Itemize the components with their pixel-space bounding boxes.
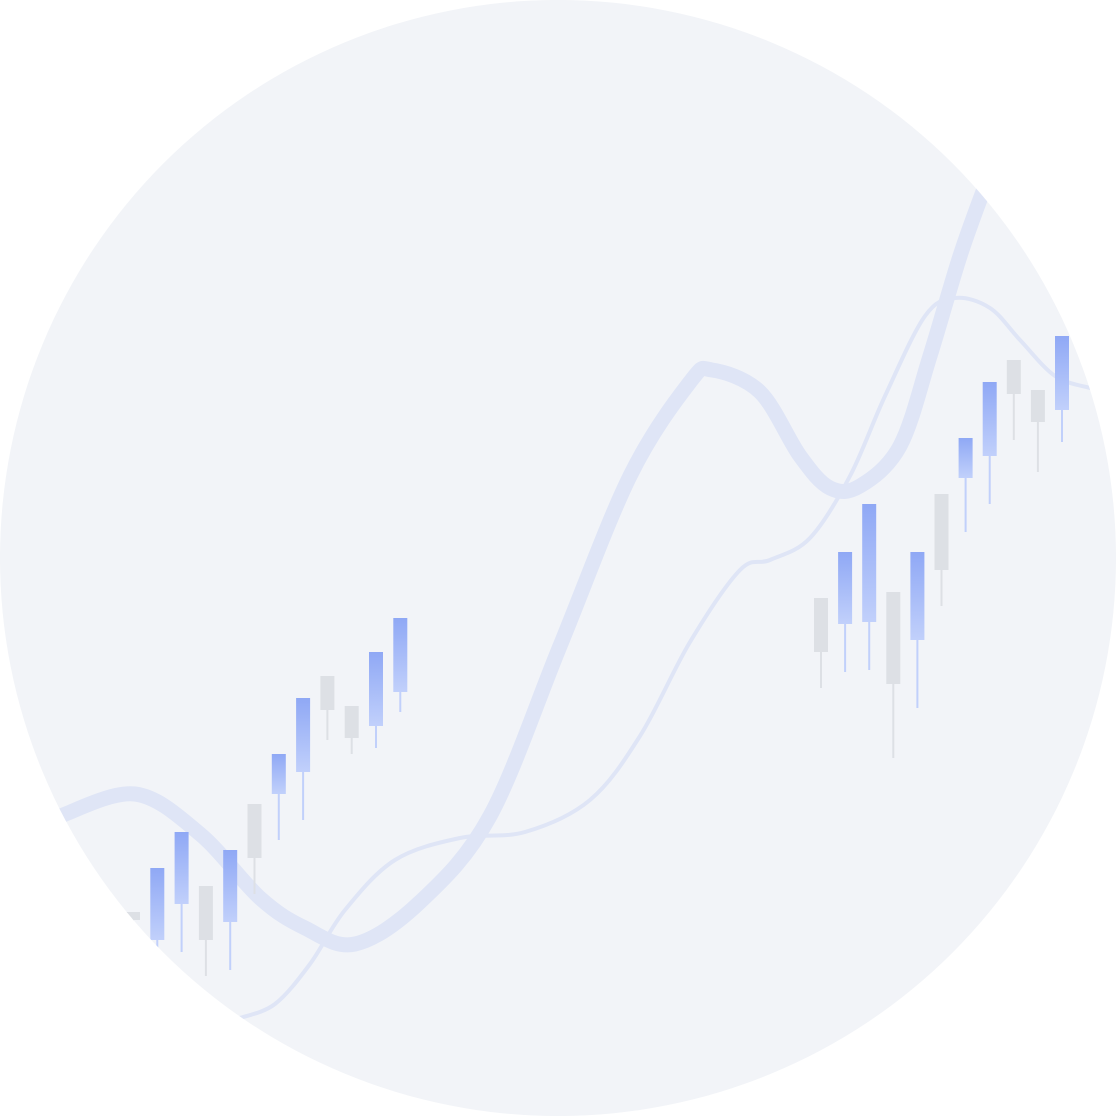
candle-bullish (150, 868, 165, 940)
moving-average-thin (238, 295, 1092, 1020)
candle-bullish (862, 504, 877, 622)
candle-bearish (320, 676, 335, 710)
candle-bullish (174, 832, 189, 904)
candle-bearish (1030, 390, 1045, 422)
moving-averages (52, 178, 1092, 1020)
candle-bearish (344, 706, 359, 738)
candle-bullish (296, 698, 311, 772)
candle-bullish (982, 382, 997, 456)
candle-bullish (958, 438, 973, 478)
candle-cluster-left (126, 618, 408, 976)
candle-bearish (934, 494, 949, 570)
candle-bearish (198, 886, 213, 940)
candle-bearish (814, 598, 828, 652)
candle-bullish (393, 618, 408, 692)
candle-cluster-right (814, 336, 1069, 758)
candle-bearish (886, 592, 901, 684)
candle-bullish (223, 850, 238, 922)
candle-bearish (126, 912, 140, 920)
candle-bullish (1055, 336, 1069, 410)
candle-bearish (247, 804, 262, 858)
candle-bullish (910, 552, 925, 640)
candles (126, 336, 1069, 976)
candle-bullish (838, 552, 853, 624)
candle-bearish (1006, 360, 1021, 394)
candle-bullish (369, 652, 383, 726)
moving-average-thick (52, 178, 993, 953)
plot-area (52, 178, 1092, 1020)
candle-bullish (271, 754, 286, 794)
